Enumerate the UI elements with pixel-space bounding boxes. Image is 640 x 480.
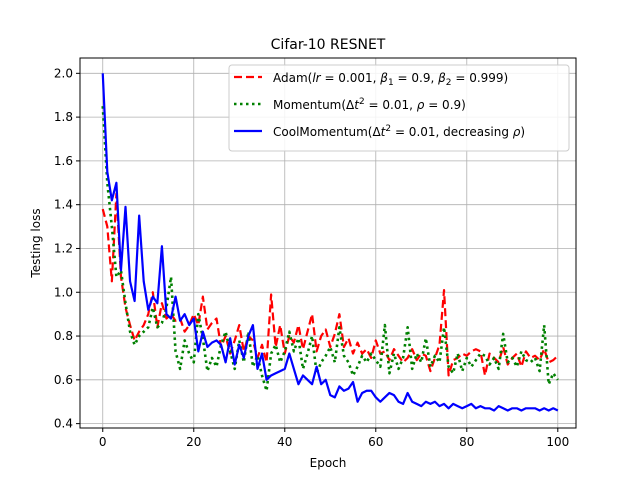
- y-axis-label: Testing loss: [29, 208, 43, 278]
- y-tick-label: 1.0: [54, 285, 73, 299]
- series-line-coolmomentum: [101, 73, 559, 412]
- series-line-adam: [101, 192, 559, 377]
- y-tick-label: 1.6: [54, 154, 73, 168]
- x-tick-label: 60: [368, 435, 383, 449]
- chart-title: Cifar-10 RESNET: [271, 37, 386, 53]
- y-tick-label: 1.4: [54, 198, 73, 212]
- legend-label-coolmomentum: CoolMomentum(Δt2 = 0.01, decreasing ρ): [273, 124, 525, 139]
- axis-ticks: 0 20 40 60 80 100 0.4 0.6 0.8 1.0 1.2 1.4 1.6 1.8 2.0: [54, 66, 569, 449]
- y-tick-label: 0.8: [54, 329, 73, 343]
- y-tick-label: 1.8: [54, 110, 73, 124]
- legend-label-momentum: Momentum(Δt2 = 0.01, ρ = 0.9): [273, 97, 466, 112]
- y-tick-label: 0.6: [54, 373, 73, 387]
- x-tick-label: 40: [277, 435, 292, 449]
- x-tick-label: 80: [459, 435, 474, 449]
- legend-box: [228, 64, 570, 152]
- x-tick-label: 100: [546, 435, 569, 449]
- y-tick-label: 2.0: [54, 66, 73, 80]
- legend: Adam(lr = 0.001, β1 = 0.9, β2 = 0.999) M…: [228, 64, 570, 152]
- y-tick-label: 0.4: [54, 417, 73, 431]
- x-tick-label: 20: [186, 435, 201, 449]
- y-tick-label: 1.2: [54, 241, 73, 255]
- plot-frame: [79, 57, 577, 429]
- x-axis-label: Epoch: [310, 456, 347, 470]
- series-line-momentum: [101, 106, 559, 393]
- legend-label-adam: Adam(lr = 0.001, β1 = 0.9, β2 = 0.999): [273, 71, 508, 88]
- series-lines: [101, 73, 559, 412]
- x-tick-label: 0: [99, 435, 107, 449]
